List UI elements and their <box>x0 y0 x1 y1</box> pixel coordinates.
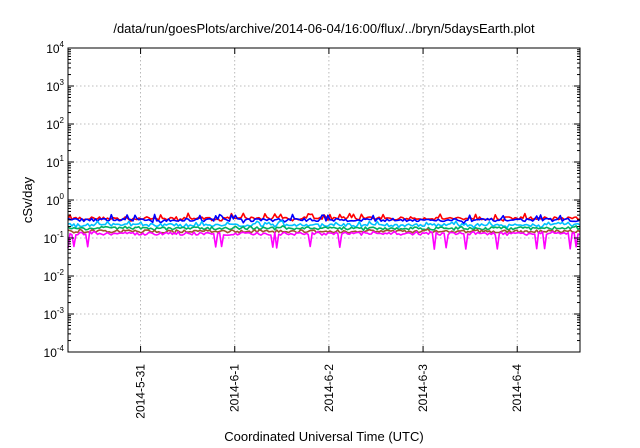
x-axis: 2014-5-31 2014-6-1 2014-6-2 2014-6-3 2014-6-… <box>134 48 524 419</box>
y-axis: 10-4 10-3 10-2 10-1 100 101 102 103 104 <box>44 40 580 360</box>
series-line <box>67 228 581 235</box>
x-axis-label: Coordinated Universal Time (UTC) <box>224 429 423 444</box>
series-line <box>67 230 581 250</box>
x-tick-label: 2014-6-2 <box>322 364 336 412</box>
x-tick-label: 2014-6-4 <box>510 364 524 412</box>
y-tick-label: 10-2 <box>44 268 65 284</box>
series-line <box>67 225 581 232</box>
x-tick-label: 2014-6-3 <box>416 364 430 412</box>
y-tick-label: 100 <box>46 192 64 208</box>
series-line <box>67 213 581 225</box>
y-tick-label: 102 <box>46 116 64 132</box>
x-tick-label: 2014-6-1 <box>228 364 242 412</box>
y-tick-label: 103 <box>46 78 64 94</box>
y-tick-label: 101 <box>46 154 64 170</box>
series-line <box>67 220 581 229</box>
y-tick-label: 10-3 <box>44 306 65 322</box>
y-tick-label: 10-1 <box>44 230 65 246</box>
y-tick-label: 10-4 <box>44 344 65 360</box>
x-tick-label: 2014-5-31 <box>134 364 148 419</box>
grid <box>68 48 580 352</box>
y-tick-label: 104 <box>46 40 64 56</box>
y-axis-label: cSv/day <box>20 176 35 223</box>
chart-title: /data/run/goesPlots/archive/2014-06-04/1… <box>113 21 535 36</box>
series-group <box>67 212 581 250</box>
